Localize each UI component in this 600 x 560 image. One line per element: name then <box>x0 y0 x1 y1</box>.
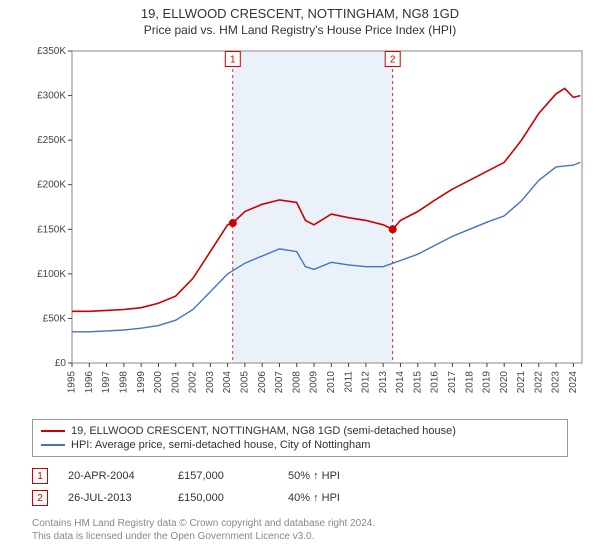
svg-text:£250K: £250K <box>37 135 66 146</box>
svg-text:£200K: £200K <box>37 180 66 191</box>
marker-row: 2 26-JUL-2013 £150,000 40% ↑ HPI <box>32 487 568 509</box>
marker-row: 1 20-APR-2004 £157,000 50% ↑ HPI <box>32 465 568 487</box>
svg-text:1: 1 <box>230 55 236 66</box>
svg-text:1998: 1998 <box>119 371 130 394</box>
svg-text:1997: 1997 <box>101 371 112 394</box>
svg-text:2022: 2022 <box>533 371 544 394</box>
svg-text:£50K: £50K <box>43 313 67 324</box>
svg-text:2019: 2019 <box>482 371 493 394</box>
legend-label: HPI: Average price, semi-detached house,… <box>71 439 370 451</box>
svg-text:2020: 2020 <box>499 371 510 394</box>
legend: 19, ELLWOOD CRESCENT, NOTTINGHAM, NG8 1G… <box>32 419 568 457</box>
svg-text:2000: 2000 <box>153 371 164 394</box>
svg-text:2001: 2001 <box>170 371 181 394</box>
svg-text:2024: 2024 <box>568 371 579 394</box>
svg-text:2015: 2015 <box>412 371 423 394</box>
svg-text:2011: 2011 <box>343 371 354 393</box>
svg-text:2014: 2014 <box>395 371 406 394</box>
legend-swatch <box>41 444 65 446</box>
svg-text:2004: 2004 <box>222 371 233 394</box>
svg-text:2007: 2007 <box>274 371 285 394</box>
marker-date: 20-APR-2004 <box>68 470 158 482</box>
marker-date: 26-JUL-2013 <box>68 492 158 504</box>
svg-text:2009: 2009 <box>309 371 320 394</box>
marker-price: £157,000 <box>178 470 268 482</box>
footnote-line: Contains HM Land Registry data © Crown c… <box>32 517 568 530</box>
svg-text:2010: 2010 <box>326 371 337 394</box>
footnote: Contains HM Land Registry data © Crown c… <box>32 517 568 543</box>
legend-item-subject: 19, ELLWOOD CRESCENT, NOTTINGHAM, NG8 1G… <box>41 424 559 438</box>
svg-text:£350K: £350K <box>37 46 66 57</box>
svg-text:2: 2 <box>390 55 396 66</box>
marker-badge: 2 <box>32 490 48 506</box>
svg-text:1999: 1999 <box>136 371 147 394</box>
marker-price: £150,000 <box>178 492 268 504</box>
svg-text:£100K: £100K <box>37 269 66 280</box>
chart-title: 19, ELLWOOD CRESCENT, NOTTINGHAM, NG8 1G… <box>0 0 600 21</box>
svg-text:2006: 2006 <box>257 371 268 394</box>
svg-text:2023: 2023 <box>551 371 562 394</box>
legend-swatch <box>41 430 65 432</box>
chart-area: £0 £50K £100K £150K £200K £250K £300K £350K 1995… <box>30 41 590 411</box>
chart-svg: £0 £50K £100K £150K £200K £250K £300K £350K 1995… <box>30 41 590 411</box>
marker-pct: 40% ↑ HPI <box>288 492 340 504</box>
svg-text:2021: 2021 <box>516 371 527 394</box>
legend-label: 19, ELLWOOD CRESCENT, NOTTINGHAM, NG8 1G… <box>71 425 456 437</box>
footnote-line: This data is licensed under the Open Gov… <box>32 530 568 543</box>
svg-text:2003: 2003 <box>205 371 216 394</box>
marker-badge: 1 <box>32 468 48 484</box>
svg-text:2018: 2018 <box>464 371 475 394</box>
svg-text:1996: 1996 <box>84 371 95 394</box>
svg-text:2016: 2016 <box>430 371 441 394</box>
svg-text:2008: 2008 <box>291 371 302 394</box>
svg-text:2013: 2013 <box>378 371 389 394</box>
legend-item-hpi: HPI: Average price, semi-detached house,… <box>41 438 559 452</box>
svg-text:£150K: £150K <box>37 224 66 235</box>
svg-text:2005: 2005 <box>240 371 251 394</box>
svg-text:2002: 2002 <box>188 371 199 394</box>
chart-subtitle: Price paid vs. HM Land Registry's House … <box>0 21 600 41</box>
marker-table: 1 20-APR-2004 £157,000 50% ↑ HPI 2 26-JU… <box>32 465 568 509</box>
svg-text:1995: 1995 <box>67 371 78 394</box>
svg-text:2012: 2012 <box>361 371 372 394</box>
svg-text:£300K: £300K <box>37 91 66 102</box>
svg-text:2017: 2017 <box>447 371 458 394</box>
marker-pct: 50% ↑ HPI <box>288 470 340 482</box>
svg-text:£0: £0 <box>55 358 67 369</box>
